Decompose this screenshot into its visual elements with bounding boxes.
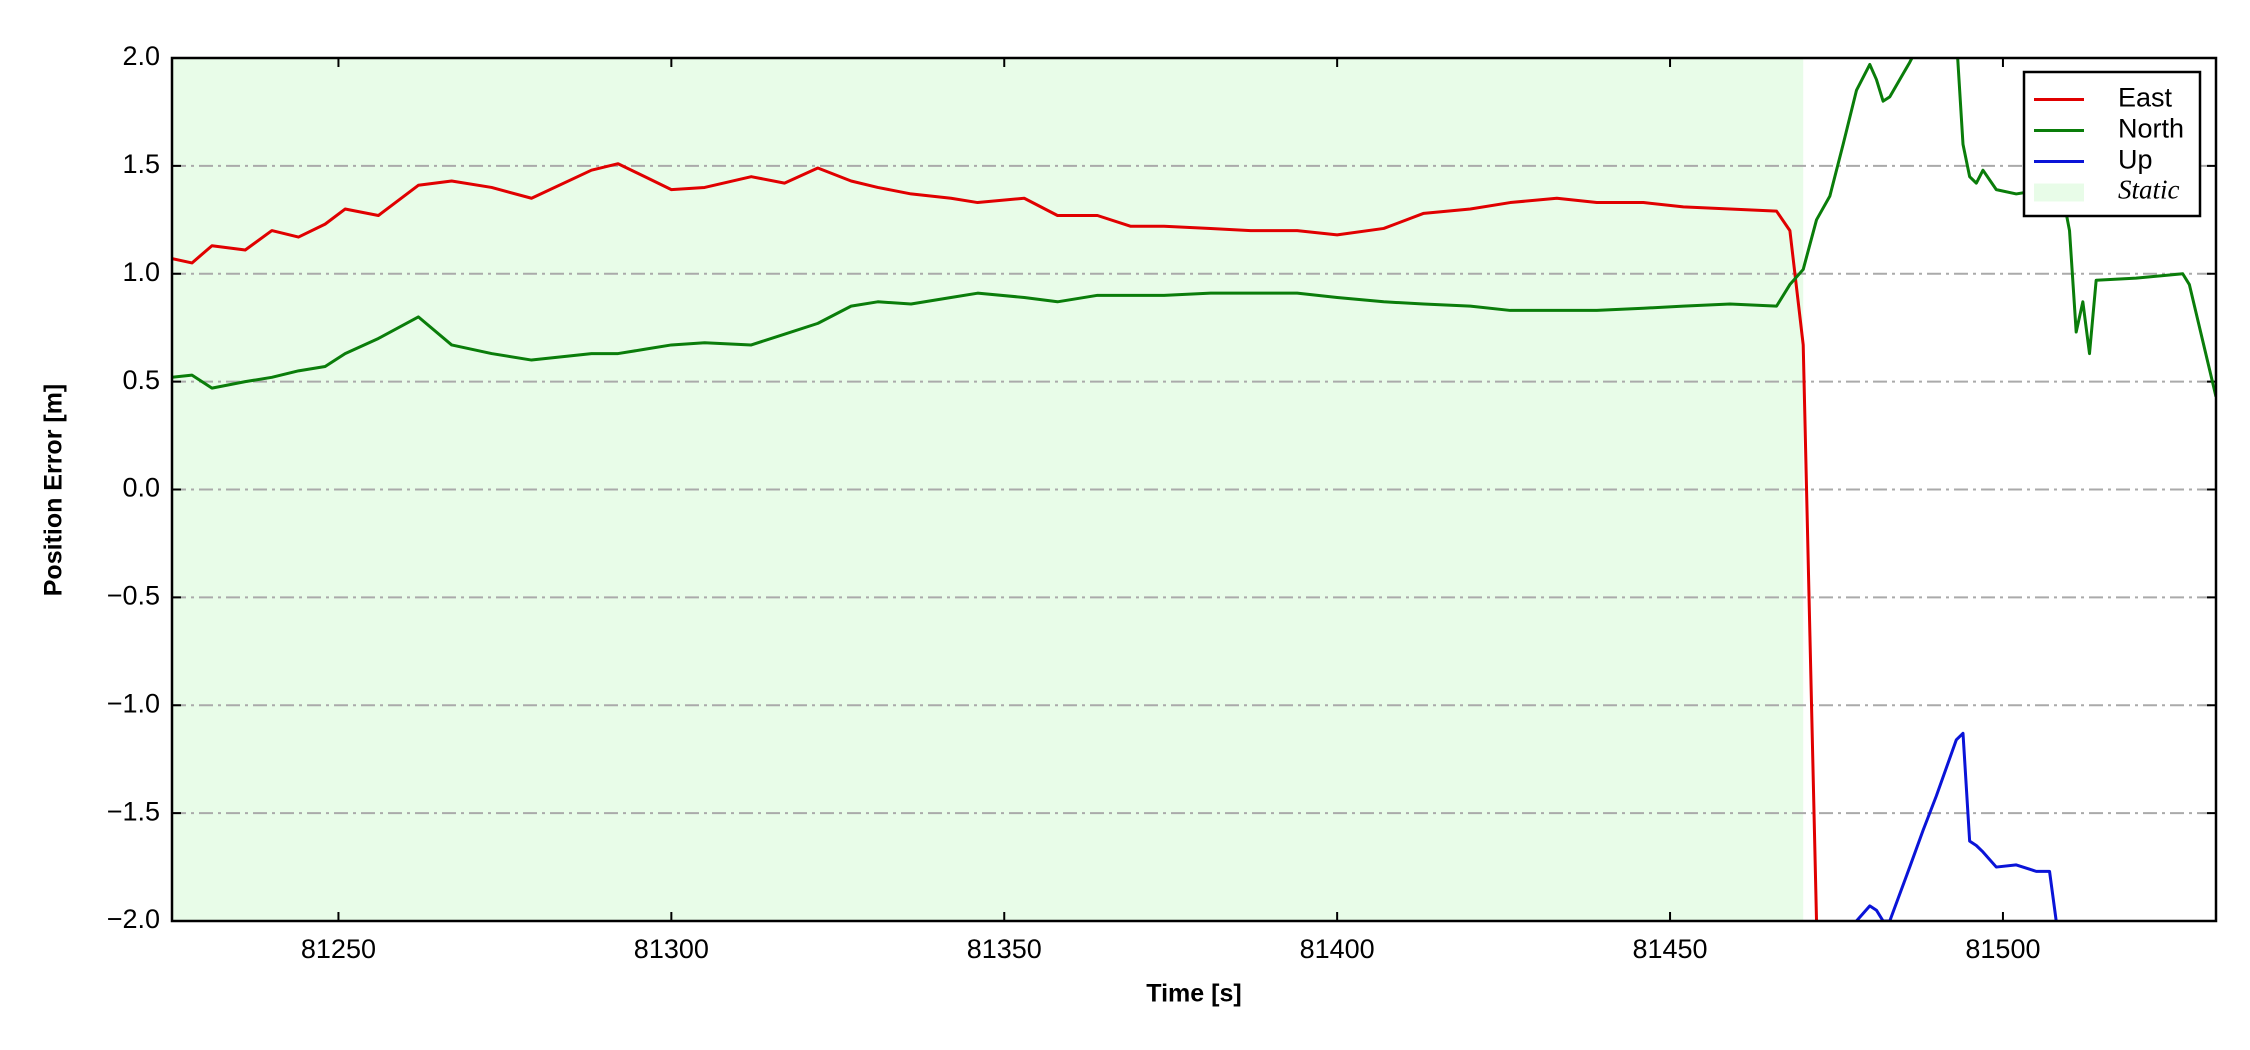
x-tick-label: 81450 <box>1632 934 1707 964</box>
y-tick-label: 1.5 <box>122 149 160 179</box>
y-tick-label: 0.0 <box>122 473 160 503</box>
plot-frame <box>170 56 2218 923</box>
y-axis-label: Position Error [m] <box>40 384 68 597</box>
x-tick-label: 81400 <box>1300 934 1375 964</box>
x-axis-label: Time [s] <box>1146 980 1241 1008</box>
y-tick-label: −1.5 <box>107 796 160 826</box>
legend-swatch <box>2034 183 2084 202</box>
y-tick-label: −0.5 <box>107 581 160 611</box>
legend-label: North <box>2118 114 2184 144</box>
y-tick-label: −1.0 <box>107 688 160 718</box>
legend-label: Up <box>2118 145 2153 175</box>
legend-label: Static <box>2118 175 2180 205</box>
legend-label: East <box>2118 83 2173 113</box>
y-tick-label: 2.0 <box>122 41 160 71</box>
y-tick-label: 1.0 <box>122 257 160 287</box>
series-line <box>1855 731 2058 921</box>
x-tick-label: 81300 <box>634 934 709 964</box>
y-tick-label: −2.0 <box>107 904 160 934</box>
y-tick-label: 0.5 <box>122 365 160 395</box>
series-line <box>172 162 1819 921</box>
x-tick-label: 81350 <box>967 934 1042 964</box>
x-tick-label: 81500 <box>1965 934 2040 964</box>
x-tick-label: 81250 <box>301 934 376 964</box>
